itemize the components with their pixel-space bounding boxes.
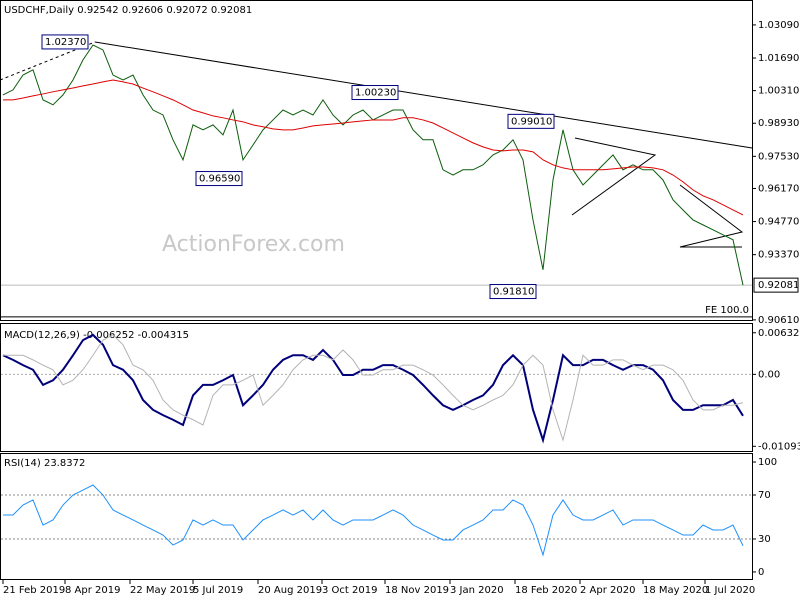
y-tick-label: 1.03090 [758,20,799,31]
y-tick-label: 1.01690 [758,53,799,64]
y-tick-label: 0 [758,567,764,578]
annotation-label: 1.02370 [45,37,86,48]
annotation-box [351,85,399,101]
y-tick-label: 30 [758,534,771,545]
panel-title: MACD(12,26,9) -0.006252 -0.004315 [4,330,189,341]
panel-title: USDCHF,Daily 0.92542 0.92606 0.92072 0.9… [4,5,252,16]
x-tick-label: 18 Feb 2020 [515,585,577,596]
annotation-label: 1.00230 [355,88,396,99]
watermark: ActionForex.com [162,232,345,257]
price-marker-label: 0.92081 [758,280,799,291]
x-tick-label: 21 Feb 2019 [3,585,65,596]
price-marker-box [753,277,799,293]
series-line [3,334,744,442]
y-tick-label: 0.94770 [758,217,799,228]
x-tick-label: 2 Apr 2020 [580,585,635,596]
y-tick-label: 0.00 [758,369,780,380]
fe-label: FE 100.0 [705,305,749,316]
y-tick-label: 0.93370 [758,250,799,261]
wedge [571,137,657,216]
y-tick-label: 0.97530 [758,151,799,162]
x-tick-label: 3 Oct 2019 [322,585,377,596]
series-line [3,79,744,216]
annotation-box [507,113,555,129]
x-tick-label: 18 May 2020 [643,585,708,596]
y-tick-label: 0.96170 [758,183,799,194]
annotation-label: 0.99010 [511,116,552,127]
x-tick-label: 22 May 2019 [130,585,195,596]
y-tick-label: 0.98930 [758,118,799,129]
wedge [679,184,744,248]
y-tick-label: 0.90610 [758,315,799,326]
series-line [3,484,744,557]
annotation-box [489,284,537,300]
y-tick-label: 70 [758,490,771,501]
price-panel [0,0,753,321]
annotation-box [195,171,243,187]
x-tick-label: 20 Aug 2019 [258,585,322,596]
panel-title: RSI(14) 23.8372 [4,458,85,469]
trend-line [94,41,753,149]
x-tick-label: 3 Jan 2020 [450,585,504,596]
x-tick-label: 1 Jul 2020 [705,585,755,596]
y-tick-label: 0.006321 [758,328,800,339]
y-tick-label: 100 [758,457,777,468]
y-tick-label: -0.010939 [758,441,800,452]
x-tick-label: 5 Jul 2019 [193,585,243,596]
annotation-label: 0.96590 [199,174,240,185]
x-tick-label: 8 Apr 2019 [65,585,120,596]
rsi-panel [0,453,753,580]
annotation-label: 0.91810 [493,287,534,298]
y-tick-label: 1.00310 [758,86,799,97]
series-line [2,333,744,444]
x-tick-label: 18 Nov 2019 [385,585,449,596]
annotation-box [41,34,89,50]
macd-panel [0,323,753,452]
